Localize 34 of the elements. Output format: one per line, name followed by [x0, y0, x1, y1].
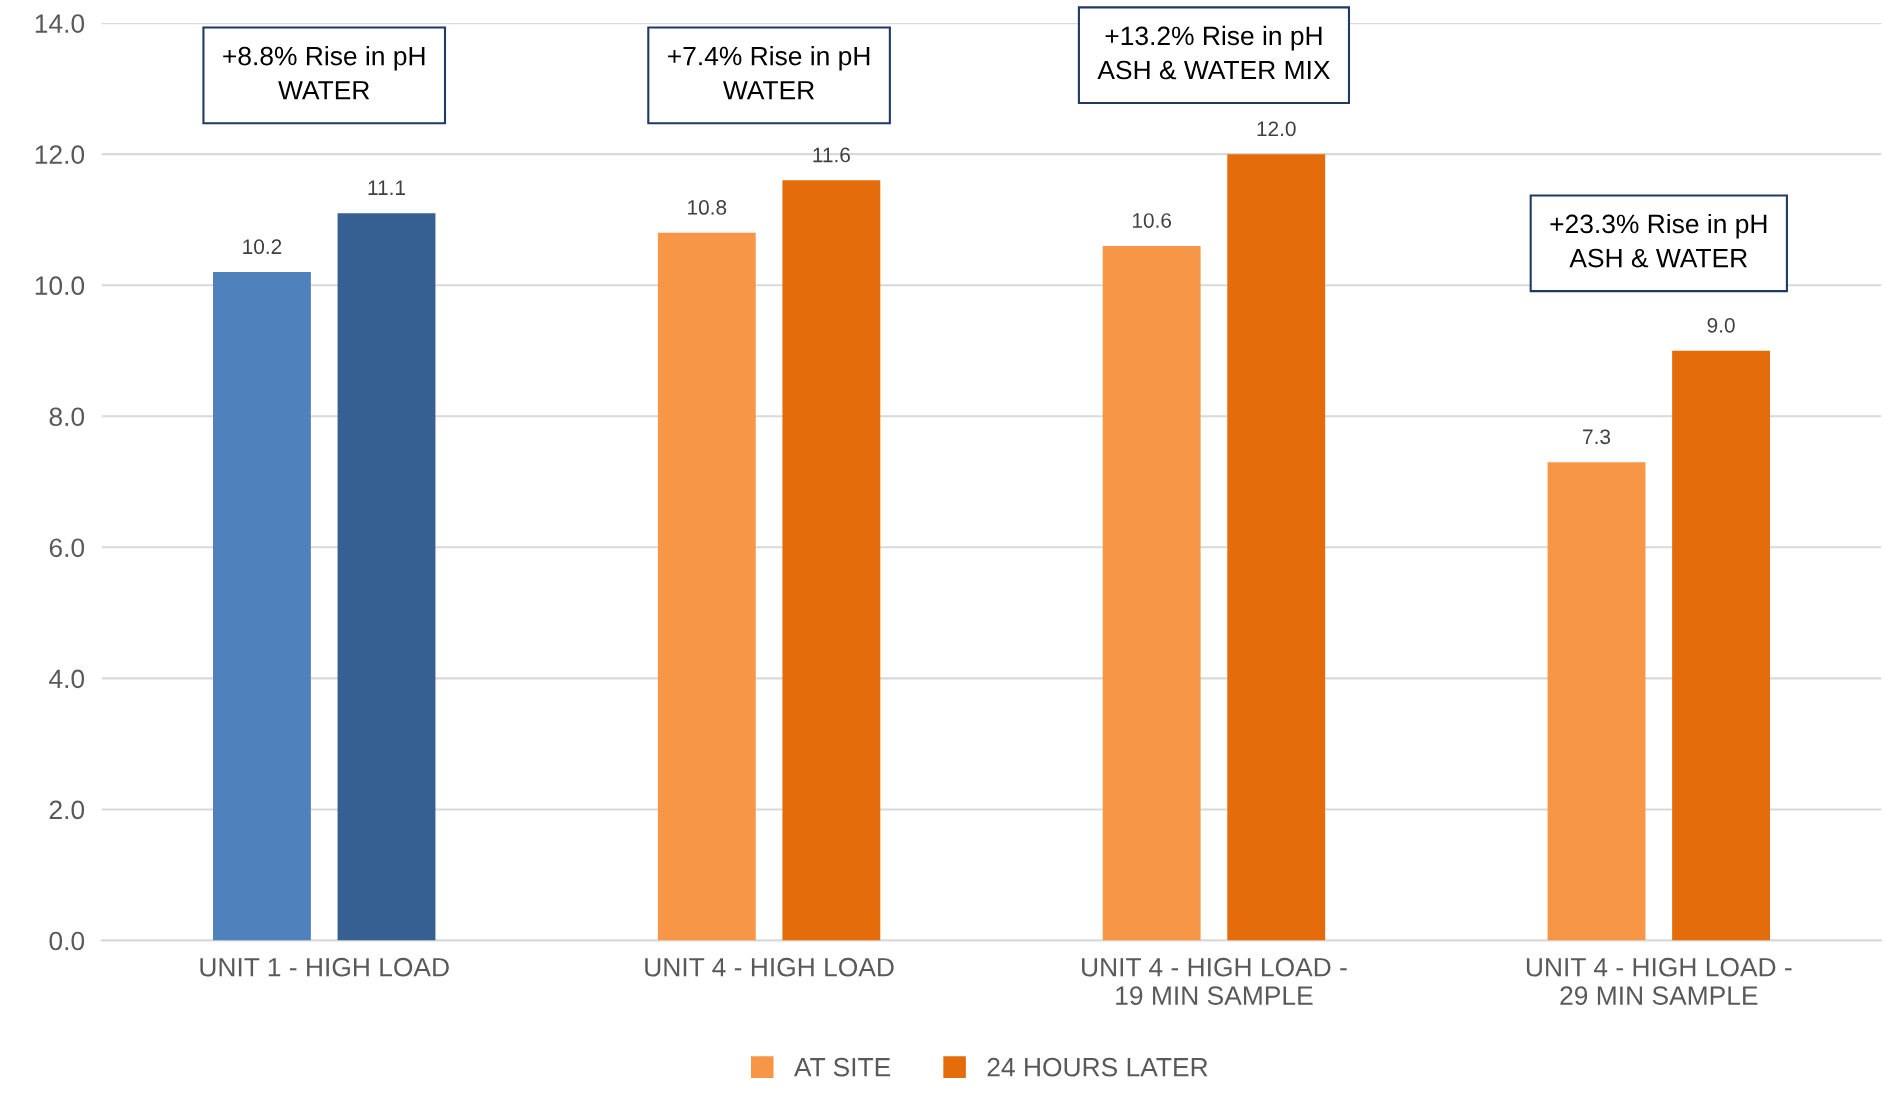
bar [1227, 154, 1326, 941]
annotation: +23.3% Rise in pH ASH & WATER [1550, 213, 1767, 268]
legend-label: 24 HOURS LATER [987, 1057, 1208, 1077]
y-tick-label: 0.0 [49, 931, 85, 951]
data-label: 11.1 [368, 180, 405, 195]
bar [337, 213, 436, 941]
annotation: +7.4% Rise in pH WATER [668, 46, 870, 100]
data-label: 10.6 [1132, 213, 1172, 228]
y-tick-label: 10.0 [35, 276, 85, 296]
bar [657, 232, 756, 941]
legend-label: AT SITE [794, 1057, 891, 1077]
data-label: 12.0 [1257, 121, 1296, 137]
y-tick-label: 14.0 [35, 14, 85, 33]
bar [1547, 462, 1646, 941]
x-tick-label: UNIT 4 - HIGH LOAD - 19 MIN SAMPLE [1082, 957, 1347, 1005]
y-tick-label: 6.0 [49, 538, 85, 558]
bar [1672, 350, 1771, 941]
y-tick-label: 12.0 [35, 145, 85, 164]
data-label: 7.3 [1583, 429, 1611, 445]
bar [782, 180, 881, 941]
data-label: 11.6 [813, 147, 850, 163]
y-tick-label: 4.0 [49, 669, 85, 689]
bar [1102, 245, 1201, 941]
y-tick-label: 2.0 [49, 800, 85, 820]
bar [213, 272, 311, 941]
y-tick-label: 8.0 [49, 407, 85, 427]
x-tick-label: UNIT 1 - HIGH LOAD [200, 957, 449, 977]
data-label: 9.0 [1707, 317, 1735, 333]
x-tick-label: UNIT 4 - HIGH LOAD - 29 MIN SAMPLE [1526, 957, 1792, 1005]
data-label: 10.8 [688, 200, 727, 215]
x-tick-label: UNIT 4 - HIGH LOAD [645, 957, 894, 977]
data-label: 10.2 [243, 239, 282, 255]
annotation: +8.8% Rise in pH WATER [223, 46, 425, 100]
annotation: +13.2% Rise in pH ASH & WATER MIX [1097, 25, 1330, 80]
